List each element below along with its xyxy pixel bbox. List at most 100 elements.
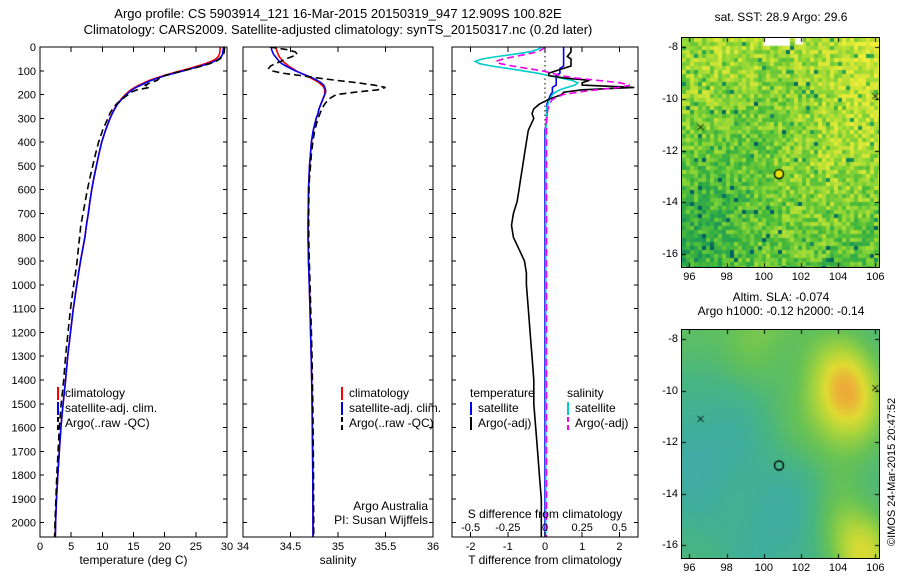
depth-tick-label: 1600 (12, 423, 36, 435)
x-tick-label: 30 (221, 541, 233, 553)
x-tick-label: 0 (37, 541, 43, 553)
depth-tick-label: 1900 (12, 494, 36, 506)
legend-item: climatology (57, 386, 157, 401)
legend-label: satellite (478, 401, 519, 415)
x-tick-label: 0 (542, 541, 548, 553)
map-x-tick-label: 100 (754, 271, 773, 283)
sst-map-canvas (682, 38, 879, 267)
depth-tick-label: 1400 (12, 375, 36, 387)
x-tick-label: 35 (332, 541, 344, 553)
depth-tick-label: 100 (18, 66, 36, 78)
argo-raw-line (53, 47, 226, 537)
depth-tick-label: 200 (18, 90, 36, 102)
depth-tick-label: 300 (18, 113, 36, 125)
map-x-tick-label: 106 (866, 562, 885, 574)
depth-tick-label: 2000 (12, 518, 36, 530)
map-y-tick-label: -8 (668, 333, 678, 346)
x-tick-label: 15 (127, 541, 139, 553)
depth-tick-label: 1100 (12, 304, 36, 316)
s-tick-label: 0.5 (612, 522, 627, 534)
x-tick-label: 34.5 (280, 541, 301, 553)
legend-item: satellite (567, 401, 628, 416)
depth-tick-label: 400 (18, 137, 36, 149)
legend-label: Argo(-adj) (478, 416, 532, 430)
map-x-tick-label: 104 (828, 562, 848, 574)
legend-line-sample (57, 387, 59, 400)
axis-box (39, 46, 228, 538)
sst-map-title: sat. SST: 28.9 Argo: 29.6 (714, 10, 848, 24)
depth-tick-label: 600 (18, 185, 36, 197)
depth-tick-label: 1500 (12, 399, 36, 411)
satellite-adj-clim-line (270, 47, 327, 537)
map-y-tick-label: -12 (662, 436, 678, 449)
map-x-tick-label: 98 (720, 271, 733, 283)
sdiff-axis-label: S difference from climatology (467, 507, 623, 521)
legend-item: Argo(..raw -QC) (57, 416, 157, 431)
tdiff-salinity-legend: salinity satellite Argo(-adj) (567, 386, 628, 431)
legend-item: Argo(-adj) (567, 416, 628, 431)
x-tick-label: 2 (616, 541, 622, 553)
legend-line-sample (470, 402, 472, 415)
map-y-tick-label: -14 (662, 487, 678, 500)
legend-item: satellite-adj. clim. (341, 401, 441, 416)
x-tick-label: 20 (159, 541, 171, 553)
s-tick-label: -0.25 (495, 522, 520, 534)
depth-tick-label: 1000 (12, 280, 36, 292)
legend-label: satellite-adj. clim. (349, 401, 442, 415)
salinity-profile-panel: 34 34.5 35 35.5 36 (237, 46, 439, 553)
x-tick-label: 34 (237, 541, 249, 553)
map-y-tick-label: -16 (662, 539, 678, 552)
legend-group-title: temperature (470, 386, 535, 400)
legend-line-sample (57, 402, 59, 415)
legend-line-sample (567, 402, 569, 415)
legend-label: climatology (349, 386, 410, 400)
map-y-tick-label: -16 (662, 248, 678, 261)
pi-note: PI: Susan Wijffels (334, 513, 428, 527)
map-y-tick-label: -8 (668, 41, 678, 54)
x-tick-label: 35.5 (375, 541, 396, 553)
s-diff-argo-line (493, 47, 630, 537)
x-tick-label: -1 (503, 541, 513, 553)
figure-title-line2: Climatology: CARS2009. Satellite-adjuste… (83, 22, 593, 37)
depth-tick-label: 900 (18, 256, 36, 268)
t-diff-argo-line (510, 47, 635, 537)
map-y-tick-label: -14 (662, 196, 678, 209)
map-x-tick-label: 102 (791, 271, 811, 283)
figure-title-line1: Argo profile: CS 5903914_121 16-Mar-2015… (114, 6, 562, 21)
climatology-line (54, 47, 221, 537)
map-x-tick-label: 100 (754, 562, 773, 574)
x-tick-label: 36 (427, 541, 439, 553)
salinity-axis-label: salinity (319, 553, 357, 567)
tdiff-temperature-legend: temperature satellite Argo(-adj) (470, 386, 535, 431)
depth-tick-label: 1200 (12, 327, 36, 339)
depth-tick-label: 0 (30, 42, 36, 54)
legend-label: Argo(..raw -QC) (349, 416, 434, 430)
legend-item: climatology (341, 386, 441, 401)
sla-map-canvas (682, 330, 879, 558)
legend-label: Argo(-adj) (575, 416, 629, 430)
sla-map-title: Altim. SLA: -0.074 (732, 290, 830, 304)
legend-item: Argo(-adj) (470, 416, 535, 431)
x-tick-label: 5 (68, 541, 74, 553)
axis-box (242, 46, 434, 538)
legend-line-sample (57, 417, 59, 430)
sla-map (681, 329, 880, 559)
legend-line-sample (341, 402, 343, 415)
salinity-legend: climatology satellite-adj. clim. Argo(..ra… (341, 386, 441, 431)
legend-label: Argo(..raw -QC) (65, 416, 150, 430)
legend-label: satellite (575, 401, 616, 415)
map-x-tick-label: 96 (683, 271, 696, 283)
climatology-line (275, 47, 326, 537)
legend-item: Argo(..raw -QC) (341, 416, 441, 431)
temperature-legend: climatology satellite-adj. clim. Argo(..ra… (57, 386, 157, 431)
depth-tick-label: 1300 (12, 351, 36, 363)
legend-label: satellite-adj. clim. (65, 401, 158, 415)
map-x-tick-label: 102 (791, 562, 811, 574)
argo-raw-line (267, 47, 386, 537)
difference-profile-panel: -2 -1 0 1 2 -0.5 -0.25 0 0.25 0.5 (451, 46, 639, 553)
x-tick-label: -2 (466, 541, 476, 553)
depth-tick-label: 1800 (12, 470, 36, 482)
x-tick-label: 10 (96, 541, 108, 553)
map-x-tick-label: 106 (866, 271, 885, 283)
